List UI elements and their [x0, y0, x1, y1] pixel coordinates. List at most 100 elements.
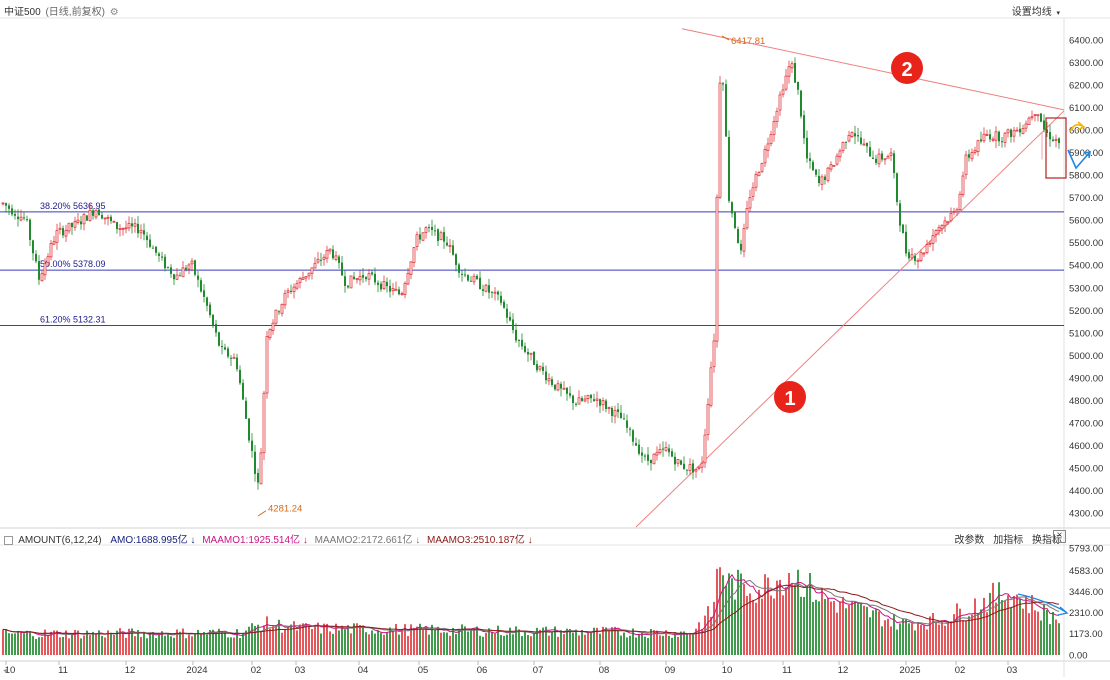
change-params-button[interactable]: 改参数 — [954, 535, 985, 546]
volume-bar — [272, 626, 274, 655]
candle-body — [674, 456, 676, 465]
volume-bar — [899, 623, 901, 655]
volume-bar — [320, 633, 322, 655]
volume-bar — [1043, 603, 1045, 655]
volume-bar — [536, 627, 538, 655]
volume-bar — [62, 636, 64, 655]
y-tick-label: 5000.00 — [1069, 351, 1103, 362]
volume-bar — [101, 636, 103, 655]
volume-bar — [1025, 595, 1027, 655]
volume-bar — [383, 634, 385, 655]
candle-body — [722, 83, 724, 85]
candle-body — [815, 169, 817, 175]
candle-body — [338, 256, 340, 263]
candle-body — [1019, 128, 1021, 133]
volume-bar — [917, 621, 919, 655]
x-tick-label: 11 — [782, 665, 792, 676]
volume-bar — [149, 632, 151, 655]
close-indicator-button[interactable]: × — [1053, 530, 1066, 543]
volume-bar — [782, 595, 784, 655]
volume-bar — [590, 631, 592, 655]
candle-body — [301, 277, 305, 280]
volume-bar — [266, 616, 268, 655]
volume-bar — [155, 638, 157, 655]
candle-body — [881, 153, 883, 160]
candle-body — [754, 174, 758, 188]
collapse-icon[interactable] — [4, 535, 13, 545]
y-tick-label: 6200.00 — [1069, 81, 1103, 92]
candle-body — [400, 293, 404, 295]
candle-body — [896, 173, 898, 203]
volume-bar — [605, 627, 607, 655]
arrow-yellow-head — [1076, 121, 1086, 131]
candle-body — [152, 247, 154, 249]
candle-body — [994, 131, 998, 141]
candle-body — [886, 156, 890, 159]
candle-body — [476, 275, 478, 280]
volume-bar — [371, 630, 373, 655]
candle-body — [748, 197, 752, 209]
candle-body — [910, 254, 914, 259]
y-tick-label: 5900.00 — [1069, 148, 1103, 159]
candle-body — [943, 220, 947, 227]
amo-arrow-icon: ↓ — [190, 535, 196, 546]
volume-bar — [854, 601, 856, 655]
marker-2-circle — [891, 52, 923, 84]
candle-body — [916, 259, 920, 262]
candle-body — [877, 153, 881, 165]
candle-body — [554, 384, 556, 390]
volume-bar — [230, 637, 232, 655]
candle-body — [310, 267, 314, 274]
arrow-blue-head — [1083, 151, 1091, 159]
candle-body — [467, 275, 469, 281]
volume-bar — [572, 633, 574, 655]
volume-bar — [683, 631, 685, 655]
candle-body — [934, 230, 938, 235]
volume-bar — [269, 628, 271, 655]
volume-bar — [380, 632, 382, 655]
volume-bar — [377, 630, 379, 655]
volume-bar — [446, 632, 448, 655]
volume-bar — [131, 628, 133, 655]
volume-tick-label: 4583.00 — [1069, 566, 1103, 577]
volume-bar — [173, 637, 175, 655]
volume-bar — [485, 633, 487, 655]
volume-bar — [659, 635, 661, 655]
settings-ma-button[interactable]: 设置均线 ▾ — [1012, 3, 1060, 18]
candle-body — [344, 276, 346, 286]
candle-body — [850, 132, 854, 137]
candle-body — [1052, 139, 1054, 142]
volume-bar — [488, 628, 490, 655]
volume-bar — [884, 620, 886, 655]
volume-bar — [179, 631, 181, 655]
volume-tick-label: 2310.00 — [1069, 608, 1103, 619]
volume-bar — [335, 623, 337, 655]
gear-icon[interactable]: ⚙ — [109, 7, 119, 18]
volume-bar — [35, 638, 37, 655]
volume-bar — [524, 631, 526, 655]
volume-bar — [716, 568, 718, 655]
marker-1-circle — [774, 381, 806, 413]
volume-bar — [710, 616, 712, 655]
candle-body — [529, 352, 533, 355]
volume-bar — [632, 628, 634, 655]
volume-bar — [584, 634, 586, 655]
volume-bar — [614, 626, 616, 655]
volume-bar — [995, 602, 997, 655]
add-indicator-button[interactable]: 加指标 — [993, 535, 1024, 546]
candle-body — [629, 428, 631, 430]
volume-bar — [935, 622, 937, 655]
candle-body — [940, 224, 944, 230]
candle-body — [826, 167, 830, 181]
candle-body — [688, 464, 692, 472]
switch-indicator-button[interactable]: 换指标 — [1032, 535, 1062, 546]
candle-body — [26, 219, 28, 221]
candle-body — [190, 260, 194, 265]
volume-bar — [554, 626, 556, 655]
x-tick-label: 06 — [477, 665, 488, 676]
candle-body — [367, 273, 371, 280]
volume-bar — [290, 624, 292, 655]
candle-body — [424, 227, 428, 233]
candle-body — [179, 275, 181, 277]
candle-body — [1012, 130, 1016, 137]
